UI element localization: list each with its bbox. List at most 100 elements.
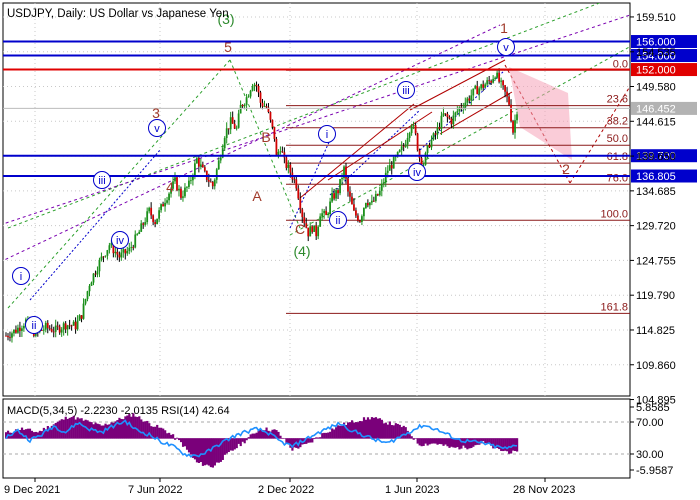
wave-label: B: [261, 129, 270, 145]
wave-label-circle: [408, 163, 426, 181]
indicator-panel: [3, 413, 630, 468]
macd-bar: [269, 431, 272, 439]
macd-bar: [283, 438, 286, 439]
macd-bar: [66, 418, 69, 439]
macd-bar: [70, 417, 73, 439]
candle-up: [474, 85, 477, 89]
wave-label: 4: [166, 179, 174, 195]
macd-bar: [454, 438, 457, 448]
candle-up: [195, 158, 198, 164]
candle-up: [388, 165, 391, 171]
candle-down: [402, 146, 405, 148]
macd-bar: [512, 438, 515, 451]
candle-down: [428, 145, 431, 148]
macd-bar: [32, 432, 36, 439]
candle-down: [233, 123, 236, 129]
macd-bar: [82, 420, 85, 439]
candle-up: [374, 194, 377, 202]
macd-bar: [376, 418, 380, 439]
macd-bar: [313, 438, 316, 440]
level-price-label: 156.000: [636, 37, 676, 49]
candle-down: [289, 164, 292, 173]
macd-bar: [251, 433, 254, 439]
macd-bar: [360, 421, 364, 439]
macd-bar: [468, 438, 471, 449]
candle-down: [261, 102, 264, 107]
candle-up: [364, 203, 367, 208]
candle-down: [359, 220, 361, 222]
candle-down: [281, 151, 284, 153]
candle-up: [90, 282, 93, 286]
macd-bar: [221, 438, 224, 460]
macd-bar: [243, 438, 246, 444]
indicator-tick-label: -5.9587: [636, 465, 673, 477]
candle-down: [211, 181, 214, 187]
candle-up: [410, 125, 413, 134]
macd-bar: [64, 416, 67, 439]
macd-bar: [458, 438, 461, 450]
time-tick-label: 9 Dec 2021: [4, 484, 60, 496]
candle-up: [386, 170, 389, 173]
candle-down: [311, 226, 314, 232]
candle-up: [426, 145, 429, 153]
candle-up: [432, 133, 435, 140]
macd-bar: [168, 432, 171, 439]
macd-bar: [516, 438, 519, 452]
price-tick-label: 124.755: [636, 255, 676, 267]
candle-up: [380, 183, 383, 191]
time-tick-label: 2 Dec 2022: [258, 484, 314, 496]
macd-bar: [152, 426, 155, 439]
candle-up: [21, 328, 23, 331]
macd-bar: [253, 433, 256, 439]
candle-up: [394, 156, 397, 158]
macd-bar: [418, 438, 421, 446]
macd-bar: [446, 438, 449, 447]
candle-up: [480, 84, 483, 89]
candle-up: [323, 210, 326, 214]
macd-bar: [488, 438, 491, 444]
candle-up: [456, 111, 459, 113]
macd-bar: [5, 432, 8, 439]
channel-red-c: [409, 59, 506, 111]
candle-up: [370, 200, 373, 203]
candle-up: [98, 259, 101, 272]
candle-down: [347, 178, 349, 192]
macd-bar: [114, 421, 117, 439]
macd-bar: [299, 438, 302, 448]
candle-up: [398, 149, 401, 152]
candle-up: [251, 85, 254, 91]
macd-bar: [24, 429, 28, 439]
candle-up: [313, 225, 316, 232]
macd-bar: [225, 438, 228, 454]
candle-down: [325, 210, 328, 216]
macd-bar: [181, 438, 185, 447]
candle-down: [209, 181, 212, 183]
macd-bar: [426, 438, 429, 446]
candle-down: [150, 207, 153, 216]
macd-bar: [293, 438, 296, 448]
wave-label: v: [154, 123, 160, 135]
macd-bar: [195, 438, 199, 463]
macd-bar: [350, 420, 354, 439]
wave-label: i: [326, 129, 328, 141]
macd-bar: [199, 438, 203, 463]
macd-bar: [84, 419, 87, 439]
macd-bar: [273, 429, 276, 439]
candle-up: [106, 250, 109, 256]
macd-bar: [466, 438, 469, 450]
candle-down: [152, 215, 155, 223]
candle-down: [118, 254, 121, 258]
macd-bar: [62, 419, 65, 439]
macd-bar: [474, 438, 477, 446]
macd-bar: [174, 438, 177, 440]
macd-bar: [305, 438, 308, 444]
fib-level-label: 76.0: [607, 172, 628, 184]
macd-bar: [223, 438, 226, 455]
candle-up: [156, 218, 159, 225]
macd-bar: [335, 427, 338, 439]
wave-label-circle: [148, 119, 166, 137]
macd-bar: [148, 423, 151, 439]
macd-bar: [193, 438, 197, 460]
candle-down: [301, 209, 304, 218]
macd-bar: [311, 438, 314, 443]
